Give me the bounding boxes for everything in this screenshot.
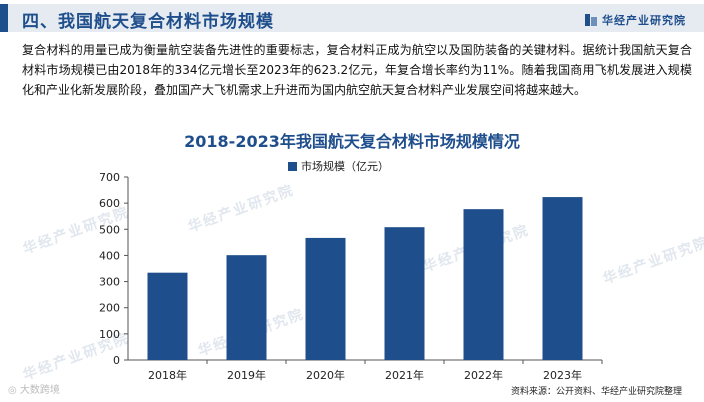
section-title: 四、我国航天复合材料市场规模 — [22, 12, 274, 32]
y-tick-label: 600 — [99, 197, 120, 210]
chart-legend: 市场规模（亿元） — [288, 158, 389, 174]
intro-paragraph: 复合材料的用量已成为衡量航空装备先进性的重要标志，复合材料正成为航空以及国防装备… — [22, 43, 692, 97]
y-tick-label: 700 — [99, 171, 120, 184]
bar — [384, 227, 425, 360]
bar — [305, 237, 346, 360]
source-note: 资料来源：公开资料、华经产业研究院整理 — [510, 387, 682, 397]
x-tick-label: 2019年 — [227, 368, 266, 382]
x-tick-label: 2018年 — [148, 368, 187, 382]
y-tick-label: 500 — [99, 223, 120, 236]
bar — [226, 255, 267, 360]
x-tick-label: 2020年 — [306, 368, 345, 382]
y-tick-label: 0 — [113, 354, 120, 367]
bar — [147, 272, 188, 360]
x-tick-label: 2023年 — [543, 368, 582, 382]
section-header: 四、我国航天复合材料市场规模 华经产业研究院 — [0, 4, 704, 32]
bar — [542, 197, 583, 360]
x-tick-label: 2021年 — [385, 368, 424, 382]
y-tick-label: 200 — [99, 302, 120, 315]
header-accent-bar — [0, 4, 8, 32]
share-icon: ◎ — [8, 385, 20, 396]
corner-watermark-text: 大数跨境 — [19, 385, 60, 396]
corner-watermark: ◎ 大数跨境 — [8, 381, 60, 396]
y-tick-label: 100 — [99, 328, 120, 341]
y-tick-label: 300 — [99, 276, 120, 289]
brand-logo: 华经产业研究院 — [585, 12, 686, 28]
legend-label: 市场规模（亿元） — [301, 160, 389, 173]
x-tick-label: 2022年 — [464, 368, 503, 382]
legend-swatch — [288, 161, 297, 171]
bar — [463, 209, 504, 360]
y-tick-label: 400 — [99, 249, 120, 262]
brand-icon — [585, 14, 597, 26]
brand-name: 华经产业研究院 — [602, 14, 686, 27]
chart-title: 2018-2023年我国航天复合材料市场规模情况 — [184, 132, 520, 151]
